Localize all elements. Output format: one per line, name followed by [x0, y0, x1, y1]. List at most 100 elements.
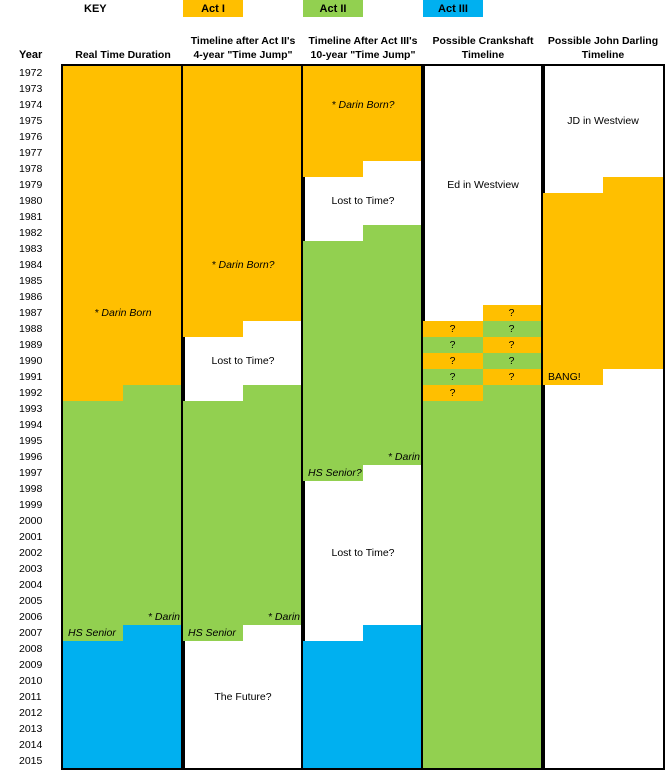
year-label: 2003: [19, 563, 43, 575]
year-label: 2012: [19, 707, 43, 719]
year-label: 1986: [19, 291, 43, 303]
year-label: 1983: [19, 243, 43, 255]
timeline-bar-act1: [182, 65, 304, 321]
key-act2-swatch: Act II: [303, 0, 363, 17]
year-label: 2004: [19, 579, 43, 591]
key-act1-swatch: Act I: [183, 0, 243, 17]
year-label: 2007: [19, 627, 43, 639]
year-label: 1991: [19, 371, 43, 383]
timeline-bar-act2: [422, 369, 483, 385]
annotation-darin-born: * Darin Born?: [331, 99, 395, 111]
timeline-bar-act3: [302, 641, 363, 769]
year-label: 1994: [19, 419, 43, 431]
annotation-question: ?: [449, 387, 456, 399]
timeline-bar-act3: [62, 641, 123, 769]
timeline-bar-act2: [302, 241, 424, 465]
year-label: 1975: [19, 115, 43, 127]
key-act3-swatch: Act III: [423, 0, 483, 17]
timeline-bar-act2: [62, 625, 123, 641]
year-label: 1977: [19, 147, 43, 159]
annotation-question: ?: [508, 339, 515, 351]
year-label: 1997: [19, 467, 43, 479]
annotation-darin: * Darin: [387, 451, 420, 463]
annotation-question: ?: [449, 371, 456, 383]
year-label: 1981: [19, 211, 43, 223]
year-label: 1996: [19, 451, 43, 463]
year-label: 1979: [19, 179, 43, 191]
timeline-bar-act2: [182, 625, 243, 641]
column-header-line: 10-year "Time Jump": [310, 49, 416, 61]
annotation-lost-to-time: Lost to Time?: [211, 355, 275, 367]
column-header-timeline-after-act-iii-s-10-year-time-jump: Timeline After Act III's 10-year "Time Ju…: [300, 30, 426, 62]
year-label: 1984: [19, 259, 43, 271]
annotation-the-future: The Future?: [214, 691, 272, 703]
annotation-question: ?: [508, 355, 515, 367]
timeline-bar-act1: [422, 385, 483, 401]
timeline-bar-act2: [302, 465, 363, 481]
column-header-line: 4-year "Time Jump": [193, 49, 293, 61]
annotation-lost-to-time: Lost to Time?: [331, 195, 395, 207]
timeline-bar-act2: [483, 353, 544, 369]
timeline-bar-act2: [123, 385, 184, 401]
year-label: 2014: [19, 739, 43, 751]
year-label: 2009: [19, 659, 43, 671]
annotation-jd-in-westview: JD in Westview: [567, 115, 639, 127]
column-header-line: Timeline: [461, 49, 505, 61]
year-label: 2002: [19, 547, 43, 559]
year-label: 2006: [19, 611, 43, 623]
timeline-bar-act1: [182, 321, 243, 337]
annotation-question: ?: [508, 323, 515, 335]
timeline-bar-act2: [62, 401, 184, 625]
timeline-bar-act1: [542, 369, 603, 385]
year-label: 1995: [19, 435, 43, 447]
year-label: 1987: [19, 307, 43, 319]
year-label: 2013: [19, 723, 43, 735]
timeline-bar-act2: [422, 401, 544, 769]
year-label: 2001: [19, 531, 43, 543]
timeline-bar-act3: [363, 625, 424, 769]
year-label: 1999: [19, 499, 43, 511]
annotation-hs-senior: HS Senior: [188, 627, 236, 639]
annotation-question: ?: [508, 307, 515, 319]
year-label: 1985: [19, 275, 43, 287]
year-label: 2008: [19, 643, 43, 655]
year-label: 1974: [19, 99, 43, 111]
timeline-bar-act2: [483, 385, 544, 401]
column-header-possible-crankshaft-timeline: Possible Crankshaft Timeline: [420, 30, 546, 62]
timeline-bar-act2: [422, 337, 483, 353]
year-label: 1993: [19, 403, 43, 415]
annotation-question: ?: [508, 371, 515, 383]
timeline-bar-act1: [603, 177, 664, 193]
column-header-possible-john-darling-timeline: Possible John Darling Timeline: [540, 30, 665, 62]
timeline-bar-act1: [62, 385, 123, 401]
annotation-darin: * Darin: [147, 611, 180, 623]
timeline-bar-act1: [422, 321, 483, 337]
timeline-bar-act2: [243, 385, 304, 401]
key-label: KEY: [84, 3, 107, 15]
column-header-line: Possible Crankshaft: [432, 35, 534, 47]
annotation-darin-born: * Darin Born?: [211, 259, 275, 271]
annotation-hs-senior: HS Senior?: [308, 467, 362, 479]
annotation-darin-born: * Darin Born: [94, 307, 152, 319]
column-header-line: Timeline after Act II's: [190, 35, 296, 47]
timeline-bar-act1: [422, 353, 483, 369]
annotation-darin: * Darin: [267, 611, 300, 623]
annotation-question: ?: [449, 355, 456, 367]
timeline-bar-act1: [302, 65, 424, 161]
year-label: 1978: [19, 163, 43, 175]
year-label: 2015: [19, 755, 43, 767]
timeline-bar-act2: [483, 321, 544, 337]
year-label: 1972: [19, 67, 43, 79]
timeline-bar-act1: [542, 193, 664, 369]
year-label: 2010: [19, 675, 43, 687]
annotation-hs-senior: HS Senior: [68, 627, 116, 639]
timeline-bar-act2: [363, 225, 424, 241]
column-header-real-time-duration: Real Time Duration: [60, 30, 186, 62]
year-label: 1989: [19, 339, 43, 351]
year-label: 1982: [19, 227, 43, 239]
column-header-timeline-after-act-ii-s-4-year-time-jump: Timeline after Act II's 4-year "Time Jump…: [180, 30, 306, 62]
year-label: 1990: [19, 355, 43, 367]
year-header: Year: [19, 49, 43, 61]
year-label: 2005: [19, 595, 43, 607]
